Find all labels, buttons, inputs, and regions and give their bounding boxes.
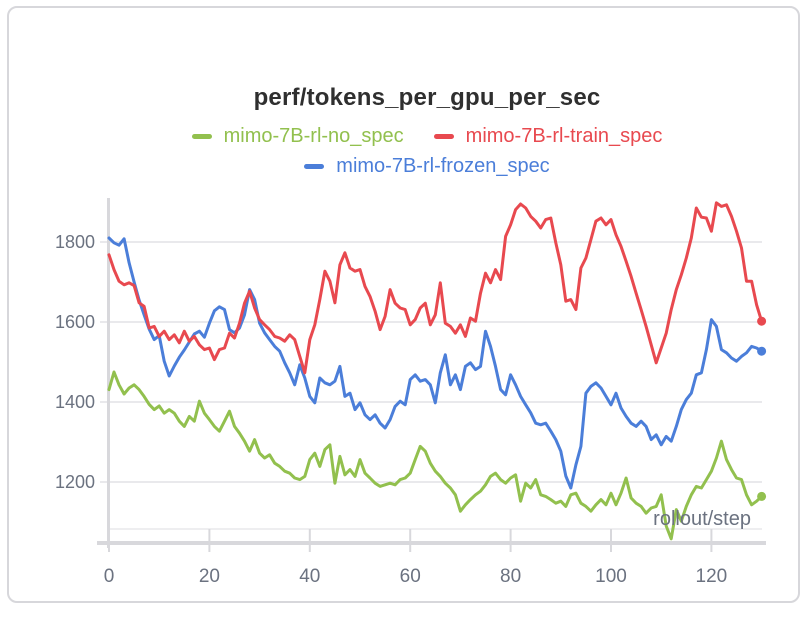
legend-swatch-icon <box>304 164 325 169</box>
series-endpoint-mimo-7B-rl-no_spec[interactable] <box>757 491 767 501</box>
series-line-mimo-7B-rl-no_spec[interactable] <box>107 370 764 541</box>
legend-item-mimo-7B-rl-train_spec[interactable]: mimo-7B-rl-train_spec <box>433 122 663 151</box>
series-endpoint-mimo-7B-rl-frozen_spec[interactable] <box>757 346 767 356</box>
x-tick-label: 100 <box>595 566 627 587</box>
legend-label: mimo-7B-rl-frozen_spec <box>336 155 550 177</box>
x-tick-label: 20 <box>199 566 220 587</box>
legend-label: mimo-7B-rl-train_spec <box>465 125 663 147</box>
series-line-mimo-7B-rl-frozen_spec[interactable] <box>107 236 764 490</box>
y-tick-label: 1400 <box>55 392 95 412</box>
legend-swatch-icon <box>191 134 212 139</box>
x-tick-label: 120 <box>696 566 728 587</box>
x-tick-label: 0 <box>104 566 115 587</box>
x-tick-label: 60 <box>400 566 421 587</box>
chart-title: perf/tokens_per_gpu_per_sec <box>253 84 601 111</box>
series-endpoint-mimo-7B-rl-train_spec[interactable] <box>757 316 767 326</box>
x-tick-label: 80 <box>500 566 521 587</box>
series-line-mimo-7B-rl-train_spec[interactable] <box>107 201 764 375</box>
legend-item-mimo-7B-rl-no_spec[interactable]: mimo-7B-rl-no_spec <box>191 122 404 151</box>
legend-item-mimo-7B-rl-frozen_spec[interactable]: mimo-7B-rl-frozen_spec <box>304 152 550 181</box>
x-tick-label: 40 <box>299 566 320 587</box>
x-axis-label: rollout/step <box>653 508 751 530</box>
chart-plot-area[interactable]: 1200 1400 1600 1800 0 20 40 60 80 100 120 <box>9 8 806 620</box>
legend-swatch-icon <box>433 134 454 139</box>
chart-card: perf/tokens_per_gpu_per_sec mimo-7B-rl-n… <box>7 6 800 603</box>
y-tick-label: 1800 <box>55 232 95 252</box>
y-tick-label: 1200 <box>55 472 95 492</box>
legend-label: mimo-7B-rl-no_spec <box>223 125 404 147</box>
y-tick-label: 1600 <box>55 312 95 332</box>
